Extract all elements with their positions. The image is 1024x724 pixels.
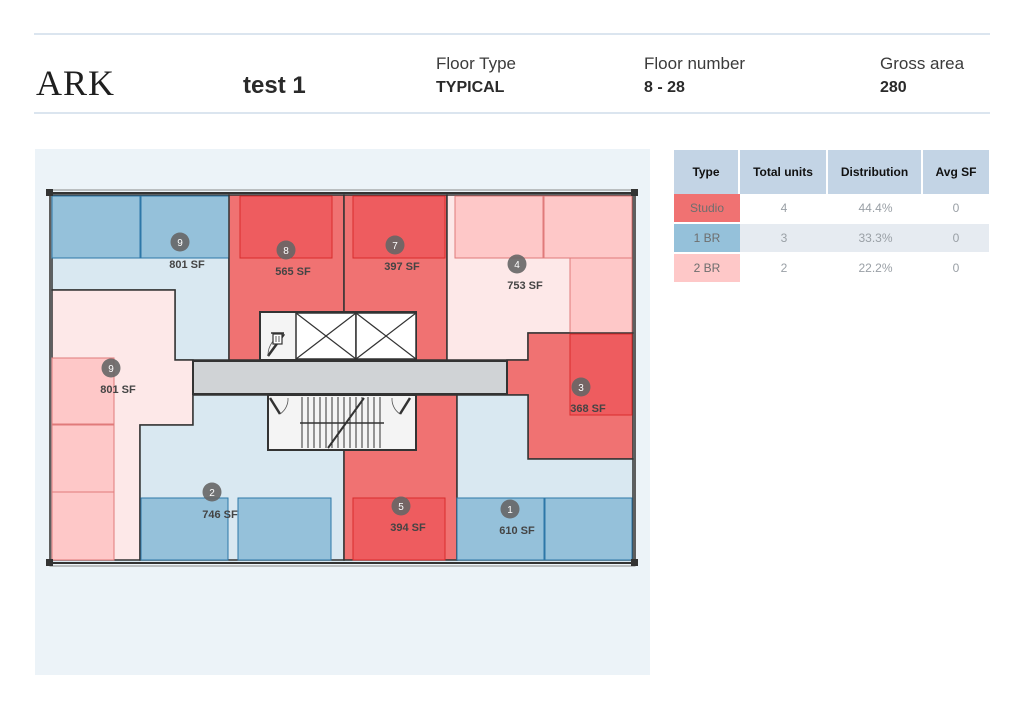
corner-post [631, 189, 638, 196]
corner-post [46, 559, 53, 566]
svg-text:368 SF: 368 SF [570, 403, 606, 415]
header-top-rule [34, 33, 990, 35]
svg-text:801 SF: 801 SF [100, 384, 136, 396]
unit-label-1: 1 610 SF [499, 499, 535, 537]
svg-text:397 SF: 397 SF [384, 261, 420, 273]
svg-text:1: 1 [507, 505, 513, 516]
svg-text:4: 4 [514, 260, 520, 271]
svg-text:610 SF: 610 SF [499, 525, 535, 537]
distribution-cell: 22.2% [828, 254, 923, 284]
floor-type-value: TYPICAL [436, 79, 505, 96]
svg-text:746 SF: 746 SF [202, 509, 238, 521]
svg-text:2: 2 [209, 488, 215, 499]
floor-type-label: Floor Type [436, 54, 517, 73]
total-units-cell: 2 [740, 254, 828, 284]
unit-label-3: 3 368 SF [570, 377, 606, 415]
corner-post [631, 559, 638, 566]
svg-text:753 SF: 753 SF [507, 280, 543, 292]
svg-text:9: 9 [108, 364, 114, 375]
header-bottom-rule [34, 112, 990, 114]
unit-5[interactable] [343, 394, 458, 561]
column-header-total-units: Total units [740, 150, 828, 194]
unit-label-8: 9 801 SF [169, 232, 205, 271]
table-row: 1 BR 3 33.3% 0 [674, 224, 989, 254]
column-header-avg-sf: Avg SF [923, 150, 989, 194]
elevator-core [259, 311, 417, 361]
exterior-wall [49, 189, 636, 567]
ark-logo: ARK [36, 63, 116, 103]
floor-plan[interactable]: 9 801 SF 8 565 SF 7 397 SF 4 753 SF 9 80… [35, 149, 650, 675]
unit-label-4: 4 753 SF [507, 254, 543, 292]
unit-6[interactable] [343, 194, 448, 361]
svg-text:801 SF: 801 SF [169, 259, 205, 271]
unit-3[interactable] [506, 332, 634, 460]
distribution-cell: 44.4% [828, 194, 923, 224]
unit-label-2: 2 746 SF [202, 482, 238, 521]
type-cell: 1 BR [674, 224, 740, 254]
distribution-cell: 33.3% [828, 224, 923, 254]
unit-2[interactable] [139, 394, 345, 561]
total-units-cell: 3 [740, 224, 828, 254]
total-units-cell: 4 [740, 194, 828, 224]
stair-core [267, 394, 417, 451]
svg-text:9: 9 [177, 238, 183, 249]
unit-label-5: 5 394 SF [390, 496, 426, 534]
gross-area-value: 280 [880, 79, 907, 96]
svg-text:394 SF: 394 SF [390, 522, 426, 534]
svg-text:5: 5 [398, 502, 404, 513]
type-cell: 2 BR [674, 254, 740, 284]
floor-number-label: Floor number [644, 54, 746, 73]
unit-label-7: 8 565 SF [275, 240, 311, 278]
table-header-row: Type Total units Distribution Avg SF [674, 150, 989, 194]
unit-label-9: 9 801 SF [100, 358, 136, 396]
column-header-type: Type [674, 150, 740, 194]
table-row: Studio 4 44.4% 0 [674, 194, 989, 224]
unit-label-6: 7 397 SF [384, 235, 420, 273]
unit-mix-table: Type Total units Distribution Avg SF Stu… [674, 150, 989, 284]
avg-sf-cell: 0 [923, 224, 989, 254]
column-header-distribution: Distribution [828, 150, 923, 194]
gross-area-label: Gross area [880, 54, 965, 73]
avg-sf-cell: 0 [923, 254, 989, 284]
svg-text:7: 7 [392, 241, 398, 252]
svg-text:8: 8 [283, 246, 289, 257]
avg-sf-cell: 0 [923, 194, 989, 224]
svg-text:3: 3 [578, 383, 584, 394]
floor-number-value: 8 - 28 [644, 79, 685, 96]
type-cell: Studio [674, 194, 740, 224]
unit-1[interactable] [456, 394, 634, 561]
table-row: 2 BR 2 22.2% 0 [674, 254, 989, 284]
corridor [192, 360, 508, 395]
corner-post [46, 189, 53, 196]
svg-text:565 SF: 565 SF [275, 266, 311, 278]
project-name: test 1 [243, 72, 306, 99]
trash-icon [271, 332, 284, 345]
